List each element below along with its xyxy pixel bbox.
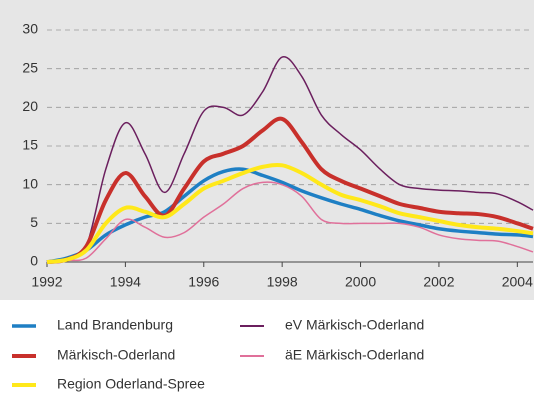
legend-label: Land Brandenburg xyxy=(57,317,173,333)
x-tick-label: 2000 xyxy=(345,274,376,290)
y-tick-label: 10 xyxy=(22,175,38,191)
y-tick-label: 20 xyxy=(22,98,38,114)
x-tick-label: 2004 xyxy=(502,274,533,290)
series-line xyxy=(46,162,534,264)
x-tick-label: 1994 xyxy=(110,274,141,290)
y-tick-label: 5 xyxy=(30,214,38,230)
y-tick-label: 25 xyxy=(22,59,38,75)
x-tick-label: 1996 xyxy=(188,274,219,290)
series-line xyxy=(46,116,534,264)
legend-label: äE Märkisch-Oderland xyxy=(285,347,424,363)
legend-label: eV Märkisch-Oderland xyxy=(285,317,424,333)
y-tick-label: 30 xyxy=(22,21,38,37)
x-tick-label: 2002 xyxy=(423,274,454,290)
y-tick-label: 0 xyxy=(30,253,38,269)
legend-label: Märkisch-Oderland xyxy=(57,347,175,363)
series-line xyxy=(46,167,534,264)
series-line xyxy=(46,181,534,263)
legend-label: Region Oderland-Spree xyxy=(57,376,205,392)
x-tick-label: 1992 xyxy=(31,274,62,290)
y-tick-label: 15 xyxy=(22,137,38,153)
x-tick-label: 1998 xyxy=(267,274,298,290)
series-line xyxy=(46,56,534,263)
